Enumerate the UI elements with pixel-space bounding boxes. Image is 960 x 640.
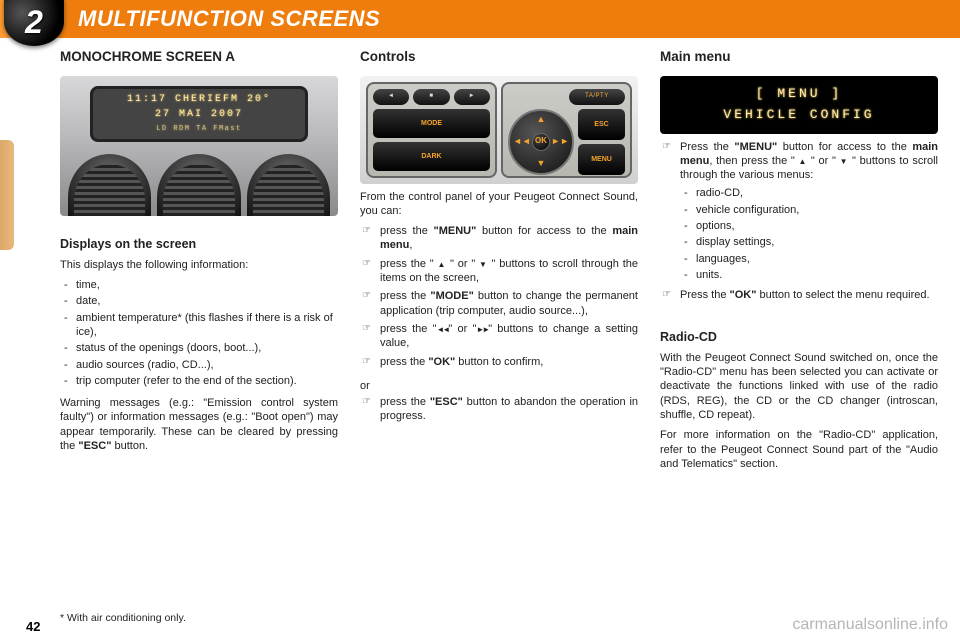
dash-line1: 11:17 CHERIEFM 20° [127, 93, 271, 106]
lcd-line1: [ MENU ] [756, 86, 842, 103]
list-item: options, [696, 219, 938, 233]
displays-list: time, date, ambient temperature* (this f… [60, 278, 338, 390]
pill-prev: ◄ [373, 89, 409, 105]
column-mainmenu: Main menu [ MENU ] VEHICLE CONFIG Press … [660, 48, 938, 630]
pill-next: ► [454, 89, 490, 105]
list-item: status of the openings (doors, boot...), [76, 341, 338, 355]
list-item: Press the "MENU" button for access to th… [680, 140, 938, 283]
chapter-badge: 2 [4, 0, 64, 46]
list-item: units. [696, 268, 938, 282]
down-arrow-icon [840, 155, 849, 167]
esc-button: ESC [578, 109, 625, 140]
menu-button: MENU [578, 144, 625, 175]
displays-heading: Displays on the screen [60, 236, 338, 252]
air-vents [60, 154, 338, 216]
list-item: languages, [696, 252, 938, 266]
dark-button: DARK [373, 142, 490, 171]
list-item: press the " " or " " buttons to scroll t… [380, 257, 638, 286]
forward-icon [476, 323, 488, 335]
list-item: date, [76, 294, 338, 308]
warning-para: Warning messages (e.g.: "Emission contro… [60, 396, 338, 453]
page-number: 42 [26, 619, 40, 634]
dpad: ▲▼ ◄◄►► [508, 109, 574, 175]
menus-list: radio-CD, vehicle configuration, options… [680, 186, 938, 282]
vent [247, 154, 330, 216]
control-panel-photo: ◄ ■ ► MODE DARK TA/PTY ▲▼ ◄◄►► [360, 76, 638, 184]
controls-intro: From the control panel of your Peugeot C… [360, 190, 638, 219]
lcd-line2: VEHICLE CONFIG [723, 107, 874, 124]
list-item: audio sources (radio, CD...), [76, 358, 338, 372]
list-item: press the "MENU" button for access to th… [380, 224, 638, 253]
up-arrow-icon [438, 258, 447, 270]
vent [157, 154, 240, 216]
or-text: or [360, 379, 638, 393]
displays-intro: This displays the following information: [60, 258, 338, 272]
list-item: Press the "OK" button to select the menu… [680, 288, 938, 302]
page-title: MULTIFUNCTION SCREENS [78, 6, 380, 32]
up-arrow-icon [799, 155, 808, 167]
col3-heading: Main menu [660, 48, 938, 66]
vent [68, 154, 151, 216]
controls-list: press the "MENU" button for access to th… [360, 224, 638, 373]
radio-p2: For more information on the "Radio-CD" a… [660, 428, 938, 471]
warning-btn: "ESC" [78, 440, 111, 452]
list-item: trip computer (refer to the end of the s… [76, 374, 338, 388]
radio-p1: With the Peugeot Connect Sound switched … [660, 351, 938, 422]
watermark: carmanualsonline.info [792, 616, 948, 634]
list-item: press the "MODE" button to change the pe… [380, 289, 638, 318]
list-item: press the "OK" button to confirm, [380, 355, 638, 369]
list-item: display settings, [696, 235, 938, 249]
ta-pty-button: TA/PTY [569, 89, 625, 105]
col2-heading: Controls [360, 48, 638, 66]
mode-button: MODE [373, 109, 490, 138]
content-columns: MONOCHROME SCREEN A 11:17 CHERIEFM 20° 2… [60, 48, 938, 630]
thumb-tab [0, 140, 14, 250]
lcd-menu-photo: [ MENU ] VEHICLE CONFIG [660, 76, 938, 134]
column-monochrome: MONOCHROME SCREEN A 11:17 CHERIEFM 20° 2… [60, 48, 338, 630]
col1-heading: MONOCHROME SCREEN A [60, 48, 338, 66]
footnote: * With air conditioning only. [60, 596, 338, 630]
column-controls: Controls ◄ ■ ► MODE DARK TA/PTY [360, 48, 638, 630]
dashboard-photo: 11:17 CHERIEFM 20° 27 MAI 2007 LD RDM TA… [60, 76, 338, 216]
page-header: 2 MULTIFUNCTION SCREENS [0, 0, 960, 38]
panel-right: TA/PTY ▲▼ ◄◄►► ESC MENU [501, 82, 632, 178]
list-item: press the "" or "" buttons to change a s… [380, 322, 638, 351]
list-item: ambient temperature* (this flashes if th… [76, 311, 338, 340]
dash-display: 11:17 CHERIEFM 20° 27 MAI 2007 LD RDM TA… [90, 86, 308, 142]
rewind-icon [437, 323, 449, 335]
list-item: press the "ESC" button to abandon the op… [380, 395, 638, 424]
list-item: vehicle configuration, [696, 203, 938, 217]
list-item: radio-CD, [696, 186, 938, 200]
controls-list-2: press the "ESC" button to abandon the op… [360, 395, 638, 428]
pill-stop: ■ [413, 89, 449, 105]
mainmenu-steps: Press the "MENU" button for access to th… [660, 140, 938, 307]
dash-status: LD RDM TA FMast [156, 125, 242, 134]
list-item: time, [76, 278, 338, 292]
down-arrow-icon [479, 258, 488, 270]
dash-line2: 27 MAI 2007 [155, 108, 243, 121]
panel-left: ◄ ■ ► MODE DARK [366, 82, 497, 178]
warning-end: button. [111, 440, 148, 452]
radio-heading: Radio-CD [660, 329, 938, 345]
